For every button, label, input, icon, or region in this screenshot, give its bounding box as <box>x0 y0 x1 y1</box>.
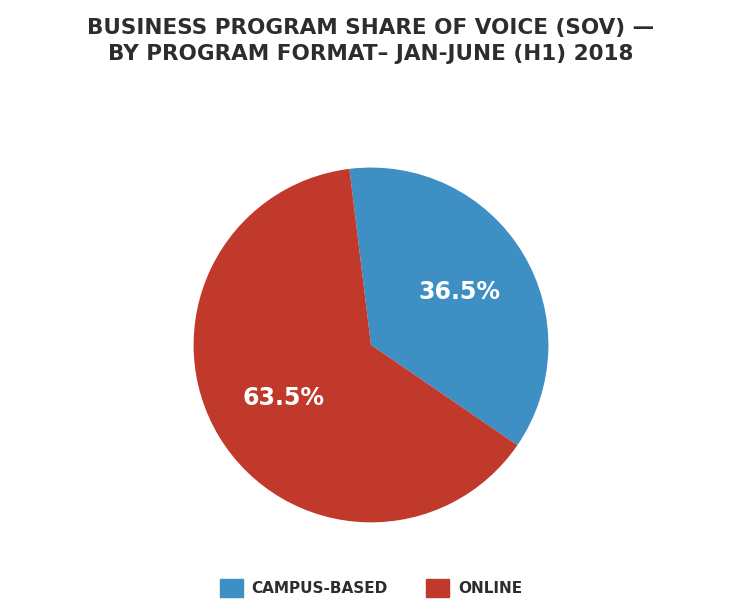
Text: 63.5%: 63.5% <box>242 386 324 410</box>
Text: 36.5%: 36.5% <box>418 280 500 304</box>
Wedge shape <box>194 169 517 522</box>
Legend: CAMPUS-BASED, ONLINE: CAMPUS-BASED, ONLINE <box>214 573 528 604</box>
Text: BUSINESS PROGRAM SHARE OF VOICE (SOV) —
BY PROGRAM FORMAT– JAN-JUNE (H1) 2018: BUSINESS PROGRAM SHARE OF VOICE (SOV) — … <box>88 18 654 64</box>
Wedge shape <box>349 168 548 445</box>
